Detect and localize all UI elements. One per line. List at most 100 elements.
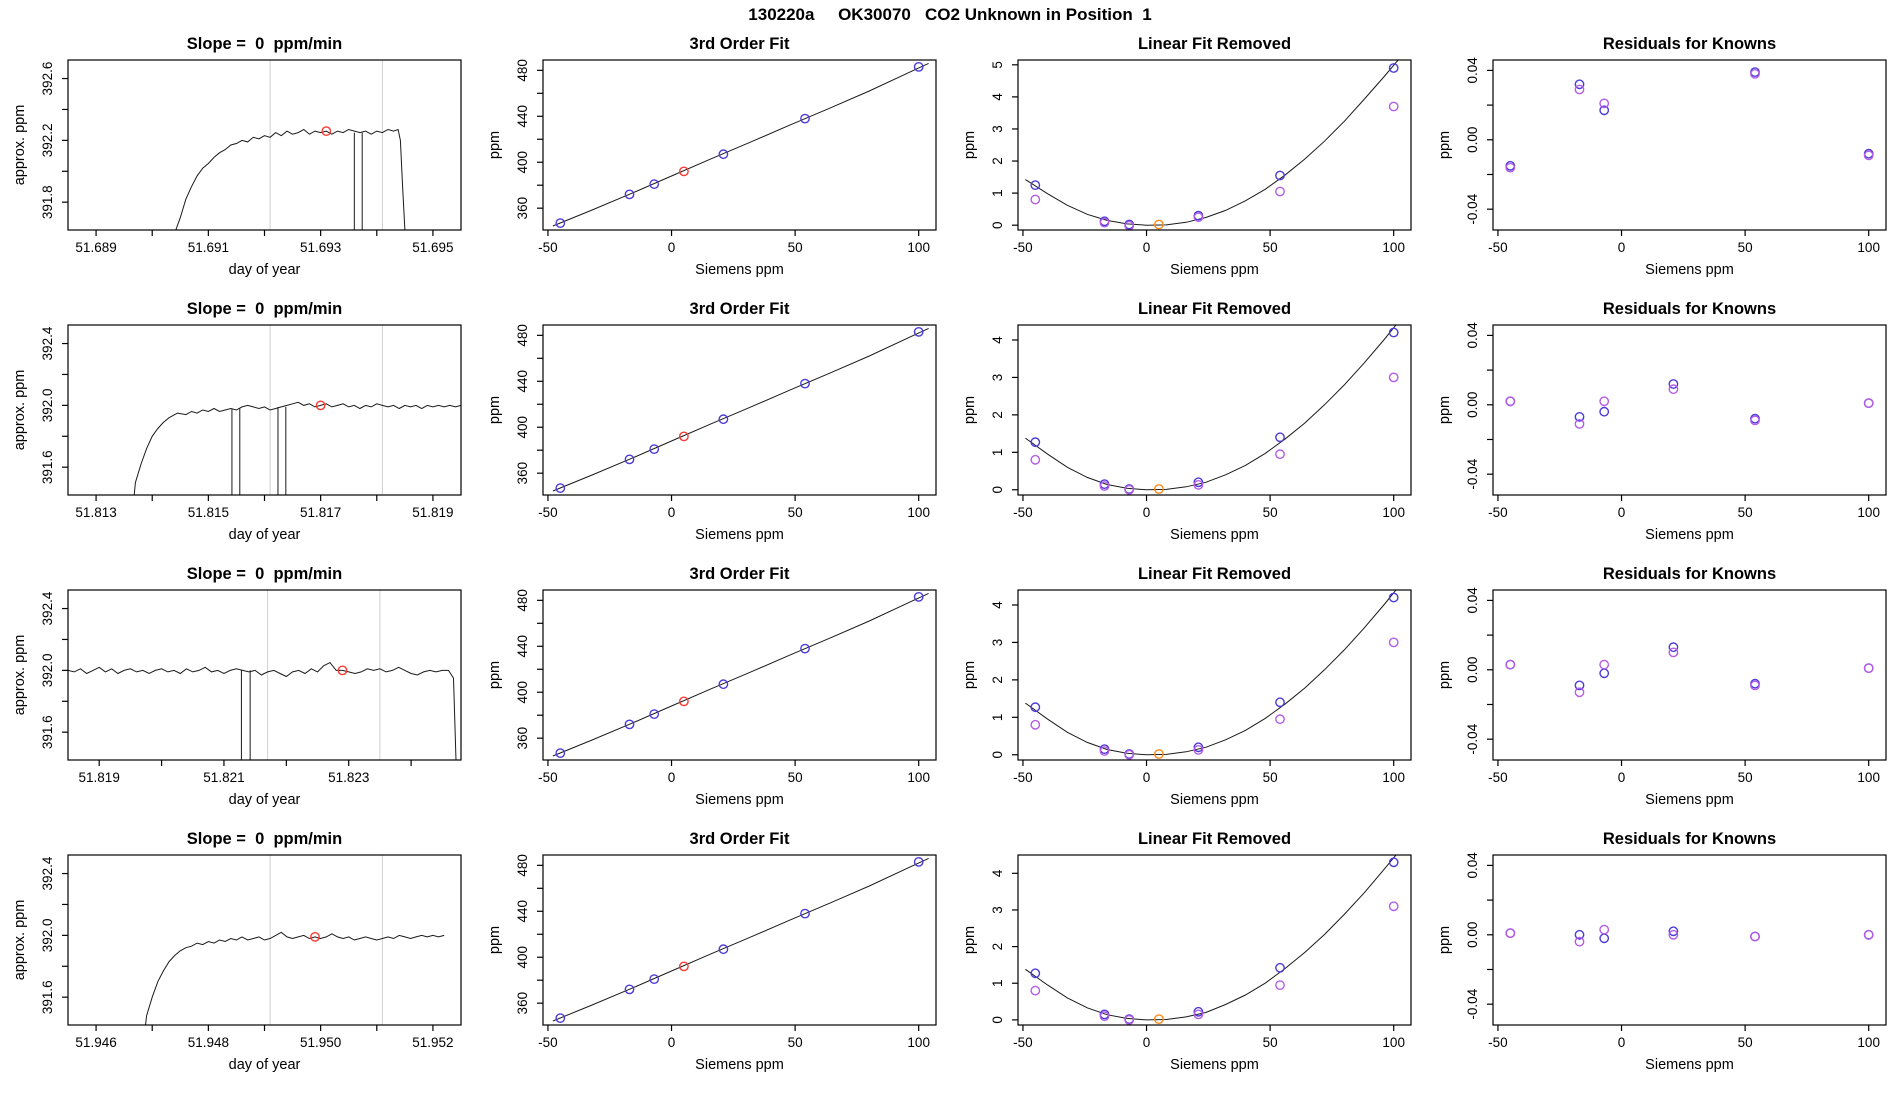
known-gases: [555, 327, 924, 494]
panel-title: Slope = 0 ppm/min: [187, 35, 342, 53]
unknown-orange: [1153, 1014, 1164, 1025]
known-gases-marker: [649, 179, 660, 190]
knowns-blue: [1030, 592, 1399, 759]
panel-title: Slope = 0 ppm/min: [187, 565, 342, 583]
panel-title: Residuals for Knowns: [1603, 565, 1776, 583]
knowns-blue-marker: [1030, 968, 1041, 979]
x-tick-label: 50: [788, 505, 803, 520]
panel-title: Slope = 0 ppm/min: [187, 830, 342, 848]
plot-box: [67, 589, 462, 761]
knowns-violet-marker: [1275, 980, 1285, 991]
x-tick-label: 100: [1382, 770, 1405, 785]
unknown-sample-marker-marker: [321, 126, 332, 137]
known-gases-marker: [555, 748, 566, 759]
x-tick-label: 0: [668, 770, 676, 785]
x-tick-label: 50: [1263, 1035, 1278, 1050]
x-tick-label: 51.819: [412, 505, 453, 520]
x-tick-label: 51.823: [328, 770, 369, 785]
x-tick-label: 100: [1857, 240, 1880, 255]
knowns-violet-marker: [1193, 1009, 1204, 1020]
x-axis-label: Siemens ppm: [1170, 792, 1259, 808]
x-tick-label: 0: [1618, 240, 1626, 255]
x-axis-label: Siemens ppm: [695, 792, 784, 808]
knowns-blue-marker: [1275, 170, 1285, 181]
y-tick-label: 3: [990, 639, 1005, 647]
y-tick-label: 392.0: [40, 388, 55, 422]
figure-title: 130220a OK30070 CO2 Unknown in Position …: [748, 5, 1152, 24]
x-tick-label: -50: [538, 505, 558, 520]
cubic-fit: [552, 857, 929, 1022]
x-tick-label: 100: [907, 505, 930, 520]
plot-box: [542, 589, 937, 761]
y-tick-label: 440: [515, 370, 530, 393]
plot-box: [1492, 59, 1887, 231]
x-tick-label: 50: [1738, 505, 1753, 520]
resid-violet-marker: [1863, 398, 1874, 409]
resid-blue: [1505, 379, 1874, 424]
plot-box: [1492, 854, 1887, 1026]
resid-violet-marker: [1750, 931, 1760, 942]
knowns-violet-marker: [1193, 479, 1204, 490]
known-gases-marker: [800, 908, 810, 919]
y-axis-label: ppm: [487, 661, 503, 689]
x-tick-label: 50: [1263, 240, 1278, 255]
x-tick-label: 51.819: [79, 770, 120, 785]
y-tick-label: 0.00: [1465, 922, 1480, 948]
x-tick-label: 0: [1618, 505, 1626, 520]
knowns-blue: [1030, 327, 1399, 494]
knowns-blue-marker: [1193, 477, 1204, 488]
y-axis-label: ppm: [962, 131, 978, 159]
x-axis-label: Siemens ppm: [1645, 262, 1734, 278]
x-tick-label: -50: [1488, 770, 1508, 785]
x-tick-label: 50: [1263, 505, 1278, 520]
panel-title: 3rd Order Fit: [690, 35, 790, 53]
knowns-blue-marker: [1030, 437, 1041, 448]
x-tick-label: 0: [1143, 1035, 1151, 1050]
unknown-orange-marker: [1153, 1014, 1164, 1025]
resid-violet-marker: [1599, 659, 1610, 670]
y-tick-label: 400: [515, 681, 530, 704]
y-tick-label: 360: [515, 727, 530, 750]
x-tick-label: 100: [1382, 505, 1405, 520]
resid-violet-marker: [1750, 415, 1760, 426]
y-axis-label: ppm: [962, 926, 978, 954]
y-tick-label: 360: [515, 462, 530, 485]
knowns-violet-marker: [1099, 481, 1110, 491]
resid-violet-marker: [1574, 84, 1585, 95]
y-tick-label: 360: [515, 992, 530, 1015]
x-axis-label: Siemens ppm: [1170, 527, 1259, 543]
x-tick-label: 100: [907, 240, 930, 255]
resid-blue: [1505, 67, 1874, 171]
knowns-blue-marker: [1388, 857, 1399, 868]
knowns-violet: [1030, 901, 1399, 1025]
known-gases-marker: [913, 62, 924, 72]
co2-trace: [68, 661, 457, 760]
resid-violet-marker: [1863, 929, 1874, 940]
y-tick-label: 1: [990, 189, 1005, 197]
x-tick-label: -50: [1013, 1035, 1033, 1050]
unknown-gas-marker: [678, 166, 689, 177]
y-tick-label: 400: [515, 946, 530, 969]
cubic-fit: [552, 62, 929, 227]
known-gases: [555, 857, 924, 1024]
y-tick-label: 0.04: [1465, 587, 1480, 614]
y-tick-label: 5: [990, 61, 1005, 69]
knowns-violet-marker: [1099, 217, 1110, 228]
cubic-fit: [552, 592, 929, 757]
x-tick-label: 51.695: [412, 240, 453, 255]
y-tick-label: 392.4: [40, 591, 55, 625]
x-tick-label: -50: [1013, 240, 1033, 255]
knowns-violet-marker: [1388, 372, 1399, 383]
y-tick-label: -0.04: [1465, 988, 1480, 1019]
panel-title: Linear Fit Removed: [1138, 300, 1291, 318]
knowns-violet: [1030, 372, 1399, 495]
x-axis-label: day of year: [229, 1057, 301, 1073]
y-tick-label: 440: [515, 105, 530, 128]
co2-trace: [175, 128, 406, 230]
y-tick-label: 0.04: [1465, 57, 1480, 84]
unknown-orange-marker: [1153, 749, 1164, 759]
panel-title: Linear Fit Removed: [1138, 565, 1291, 583]
unknown-sample-marker: [321, 126, 332, 137]
y-tick-label: 3: [990, 125, 1005, 133]
y-tick-label: 0: [990, 221, 1005, 229]
